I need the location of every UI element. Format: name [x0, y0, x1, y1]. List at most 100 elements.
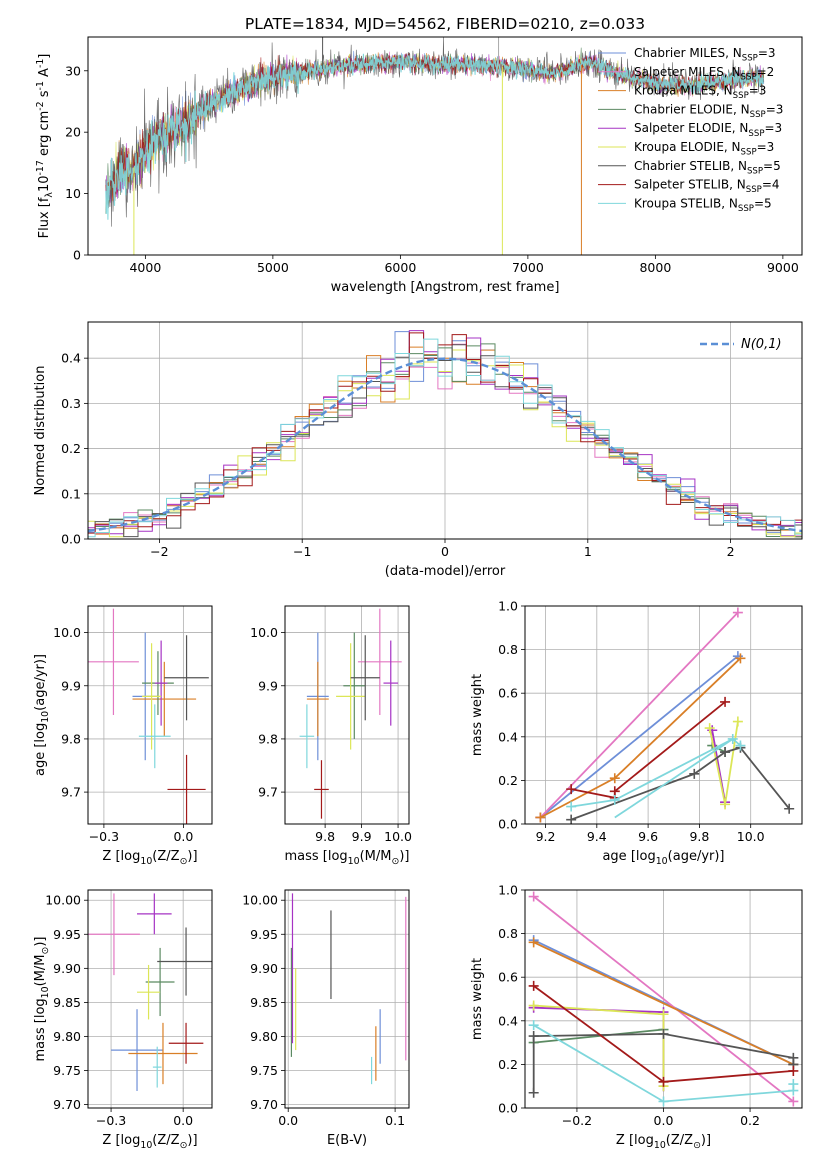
tick-label-y: 0.1 — [61, 486, 81, 501]
tick-label-x: 9.8 — [315, 829, 335, 844]
axis-label-y: mass weight — [470, 674, 485, 756]
histogram-step — [88, 332, 802, 534]
tick-label-x: 10.0 — [384, 829, 412, 844]
axes-frame — [87, 605, 213, 825]
tick-label-y: 9.75 — [53, 1063, 81, 1078]
axis-label-x: Z [log10(Z/Z⊙)] — [102, 1133, 197, 1151]
weight-line — [533, 1004, 665, 1087]
tick-label-y: 9.85 — [53, 995, 81, 1010]
axes-frame — [87, 889, 213, 1109]
tick-label-x: −2 — [150, 544, 168, 559]
weight-line — [571, 737, 741, 808]
weight-marker — [566, 801, 577, 812]
tick-label-x: 0.0 — [173, 1113, 193, 1128]
plot-area-weight-vs-age — [535, 607, 795, 824]
tick-label-x: 0 — [441, 544, 449, 559]
tick-label-y: 9.7 — [61, 785, 81, 800]
axis-label-x: Z [log10(Z/Z⊙)] — [616, 1133, 711, 1151]
tick-label-y: 0.2 — [61, 441, 81, 456]
tick-label-y: 0 — [73, 248, 81, 263]
spectrum-line — [105, 53, 764, 220]
plot-area-age-vs-mass — [299, 608, 402, 819]
weight-marker — [658, 1028, 669, 1039]
plot-area-weight-vs-Z — [528, 891, 799, 1107]
weight-marker — [658, 1009, 669, 1020]
tick-label-y: 9.80 — [250, 1029, 278, 1044]
axis-label-x: wavelength [Angstrom, rest frame] — [331, 280, 560, 295]
tick-label-y: 10.0 — [53, 625, 81, 640]
axes-weight-vs-age: 9.2 9.4 9.6 9.8 10.0 0.0 0.2 0.4 0.6 0.8 1.0 age [l… — [470, 599, 803, 867]
weight-marker — [720, 696, 731, 707]
axes-frame — [524, 889, 803, 1109]
tick-label-x: 0.2 — [740, 1113, 760, 1128]
weight-marker — [535, 812, 546, 823]
axes-residuals: −2 −1 0 1 2 0.0 0.1 0.2 0.3 0.4 (data-model)/error… — [33, 321, 803, 579]
tick-label-y: 0.2 — [498, 1057, 518, 1072]
legend-label: Kroupa ELODIE, NSSP=3 — [634, 140, 774, 158]
tick-label-x: 9.4 — [587, 829, 607, 844]
weight-marker — [732, 716, 743, 727]
tick-label-y: 9.95 — [53, 927, 81, 942]
tick-label-y: 10.00 — [242, 893, 278, 908]
histogram-step — [88, 349, 802, 538]
tick-label-y: 0.0 — [61, 532, 81, 547]
axis-label-x: age [log10(age/yr)] — [602, 849, 724, 867]
axis-label-y: mass weight — [470, 958, 485, 1040]
tick-label-y: 9.9 — [258, 678, 278, 693]
axes-weight-vs-Z: −0.2 0.0 0.2 0.0 0.2 0.4 0.6 0.8 1.0 Z [log10(Z/Z… — [470, 883, 803, 1151]
tick-label-x: −1 — [293, 544, 311, 559]
weight-marker — [658, 1096, 669, 1107]
weight-marker — [735, 740, 746, 751]
tick-label-y: 30 — [65, 63, 81, 78]
tick-label-y: 1.0 — [498, 599, 518, 614]
axes-mass-vs-Z: −0.3 0.0 9.70 9.75 9.80 9.85 9.90 9.95 10.00 Z [l… — [33, 889, 213, 1151]
tick-label-y: 10.0 — [250, 625, 278, 640]
tick-label-y: 1.0 — [498, 883, 518, 898]
weight-marker — [704, 723, 715, 734]
legend-label: Salpeter STELIB, NSSP=4 — [634, 178, 780, 196]
tick-label-y: 0.0 — [498, 817, 518, 832]
legend-label: Kroupa MILES, NSSP=3 — [634, 84, 766, 102]
weight-marker — [566, 814, 577, 824]
axes-age-vs-mass: 9.8 9.9 10.0 9.7 9.8 9.9 10.0 mass [log10(M/M⊙)… — [250, 605, 412, 867]
plot-area-mass-vs-Z — [88, 893, 212, 1091]
weight-marker — [707, 725, 718, 736]
figure-title: PLATE=1834, MJD=54562, FIBERID=0210, z=0… — [245, 15, 645, 33]
weight-marker — [528, 937, 539, 948]
tick-label-y: 0.0 — [498, 1101, 518, 1116]
weight-marker — [788, 1079, 799, 1090]
tick-label-y: 0.4 — [498, 729, 518, 744]
tick-label-y: 0.3 — [61, 396, 81, 411]
tick-label-y: 10.00 — [45, 893, 81, 908]
plot-area-residuals — [88, 330, 802, 538]
axis-label-y: Flux [fλ10-17 erg cm-2 s-1 A-1] — [35, 54, 55, 239]
weight-marker — [784, 803, 795, 814]
tick-label-y: 0.6 — [498, 970, 518, 985]
tick-label-y: 0.8 — [498, 926, 518, 941]
weight-line — [533, 941, 794, 1066]
tick-label-x: 0.0 — [173, 829, 193, 844]
tick-label-x: 0.0 — [654, 1113, 674, 1128]
tick-label-y: 9.80 — [53, 1029, 81, 1044]
weight-marker — [735, 653, 746, 664]
tick-label-y: 9.85 — [250, 995, 278, 1010]
tick-label-y: 0.8 — [498, 642, 518, 657]
legend-label: Kroupa STELIB, NSSP=5 — [634, 196, 772, 214]
tick-label-y: 9.95 — [250, 927, 278, 942]
axes-frame — [87, 321, 803, 540]
weight-marker — [528, 980, 539, 991]
weight-marker — [528, 1031, 539, 1042]
tick-label-x: 0.1 — [385, 1113, 405, 1128]
weight-line — [533, 1006, 665, 1087]
plot-area-mass-vs-ebv — [290, 893, 407, 1085]
tick-label-y: 9.90 — [53, 961, 81, 976]
tick-label-y: 9.7 — [258, 785, 278, 800]
axes-frame — [284, 605, 410, 825]
tick-label-x: 2 — [727, 544, 735, 559]
axes-frame — [87, 36, 803, 256]
tick-label-x: −0.3 — [89, 829, 119, 844]
tick-label-x: 9.8 — [689, 829, 709, 844]
weight-marker — [658, 1076, 669, 1087]
weight-marker — [566, 784, 577, 795]
